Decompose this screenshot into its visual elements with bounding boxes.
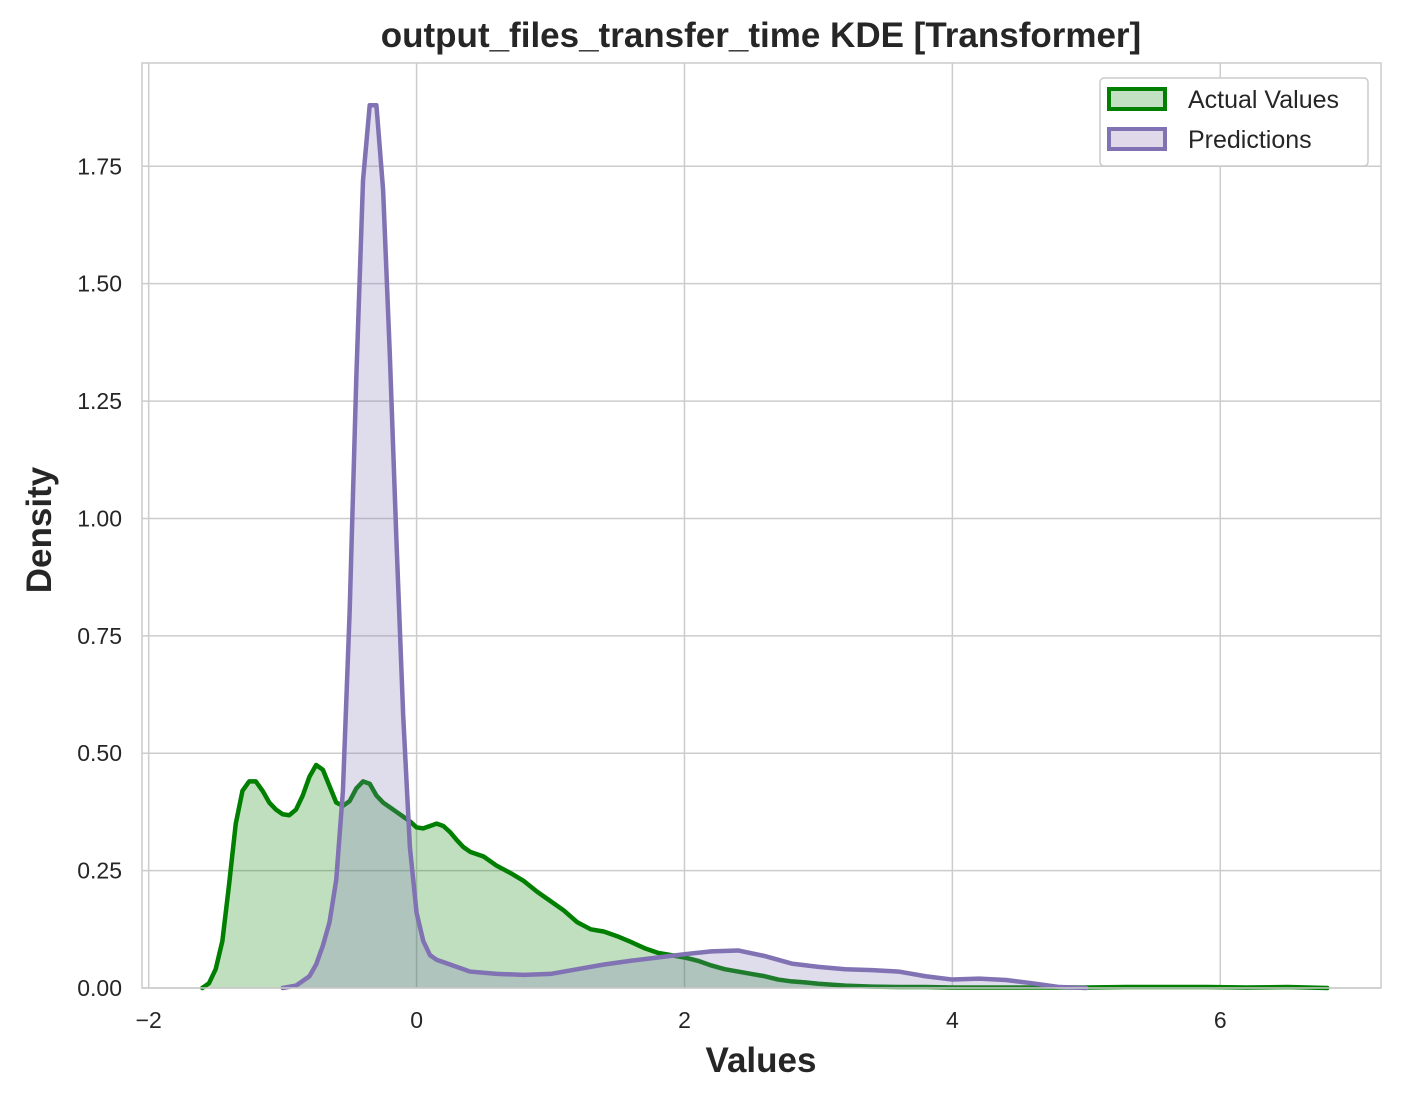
y-tick-label: 0.75 [77,623,122,649]
x-tick-label: −2 [136,1007,162,1033]
legend: Actual Values Predictions [1099,77,1369,167]
chart-title: output_files_transfer_time KDE [Transfor… [381,16,1141,55]
y-tick-label: 1.75 [77,153,122,179]
y-tick-label: 0.25 [77,858,122,884]
legend-swatch-actual-values [1107,87,1167,111]
x-tick-label: 4 [946,1007,959,1033]
predictions-line [280,103,1089,991]
y-tick-label: 1.00 [77,505,122,531]
x-tick-label: 6 [1214,1007,1227,1033]
actual-values-area [202,764,1328,988]
plot-series [200,103,1330,991]
x-tick-label: 2 [678,1007,691,1033]
y-axis-label: Density [20,466,59,593]
legend-label-actual-values: Actual Values [1188,86,1339,114]
legend-swatch-predictions [1107,127,1167,151]
y-tick-label: 0.50 [77,740,122,766]
y-tick-label: 1.25 [77,388,122,414]
x-axis-ticks: −2 0 2 4 6 [136,1007,1227,1033]
actual-values-line [200,762,1330,991]
x-axis-label: Values [706,1041,817,1080]
y-tick-label: 0.00 [77,975,122,1001]
y-axis-ticks: 0.00 0.25 0.50 0.75 1.00 1.25 1.50 1.75 [77,153,122,1001]
y-tick-label: 1.50 [77,271,122,297]
plot-frame [141,62,1382,989]
x-tick-label: 0 [410,1007,423,1033]
legend-label-predictions: Predictions [1188,126,1312,154]
